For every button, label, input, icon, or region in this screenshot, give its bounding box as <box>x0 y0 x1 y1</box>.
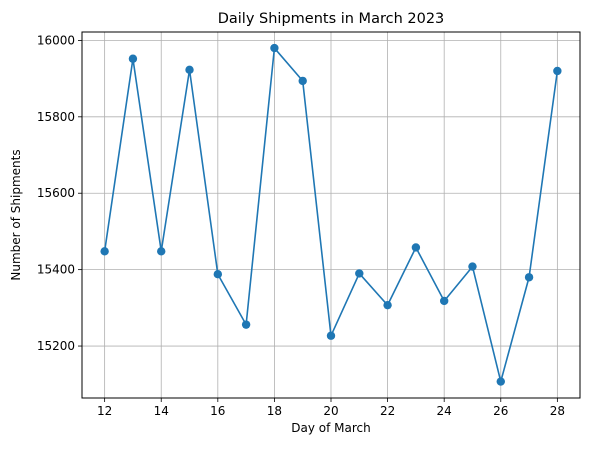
grid <box>82 32 580 398</box>
data-point <box>270 43 279 53</box>
plot-frame <box>81 31 581 399</box>
data-point <box>213 270 223 279</box>
data-point <box>439 296 449 306</box>
data-point <box>157 247 166 256</box>
data-point <box>468 262 477 271</box>
data-point <box>411 243 421 252</box>
x-tick-label: 18 <box>267 404 282 418</box>
x-axis-label: Day of March <box>291 421 370 435</box>
data-point <box>383 300 392 310</box>
data-point <box>128 54 138 63</box>
data-point <box>553 66 562 76</box>
x-tick-label: 14 <box>154 404 169 418</box>
chart-title: Daily Shipments in March 2023 <box>218 11 445 27</box>
y-tick-label: 15600 <box>37 186 75 200</box>
axis-ticks: 12 14 16 18 20 22 24 26 28 15200 15400 15600 15800 16… <box>37 33 565 418</box>
y-axis-label: Number of Shipments <box>9 149 23 280</box>
y-tick-label: 15200 <box>37 339 75 353</box>
x-tick-label: 24 <box>437 404 452 418</box>
data-point <box>496 377 505 386</box>
data-point <box>524 273 534 282</box>
y-tick-label: 15400 <box>37 263 75 277</box>
data-point <box>326 331 336 340</box>
x-tick-label: 22 <box>380 404 395 418</box>
y-tick-label: 15800 <box>37 110 75 124</box>
x-tick-label: 28 <box>550 404 565 418</box>
x-tick-label: 12 <box>97 404 112 418</box>
data-point <box>241 320 251 329</box>
y-tick-label: 16000 <box>37 33 75 47</box>
x-tick-label: 16 <box>210 404 225 418</box>
data-point <box>355 269 364 278</box>
x-tick-label: 26 <box>493 404 508 418</box>
data-point <box>100 247 109 256</box>
x-tick-label: 20 <box>323 404 338 418</box>
data-point <box>298 76 307 86</box>
data-point <box>185 65 194 75</box>
series <box>100 43 562 386</box>
